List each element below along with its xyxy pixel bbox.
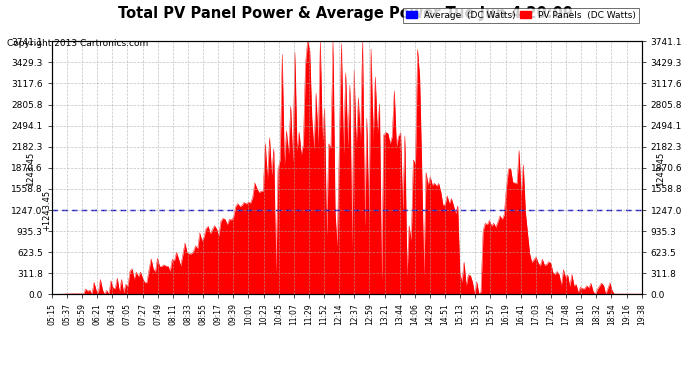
Legend: Average  (DC Watts), PV Panels  (DC Watts): Average (DC Watts), PV Panels (DC Watts) (403, 8, 638, 22)
Text: 1243.45: 1243.45 (656, 152, 666, 186)
Text: Total PV Panel Power & Average Power Tue Jun 4 20:09: Total PV Panel Power & Average Power Tue… (117, 6, 573, 21)
Text: 1243.45: 1243.45 (26, 152, 36, 186)
Text: +1243.45: +1243.45 (42, 190, 51, 231)
Text: Copyright 2013 Cartronics.com: Copyright 2013 Cartronics.com (7, 39, 148, 48)
